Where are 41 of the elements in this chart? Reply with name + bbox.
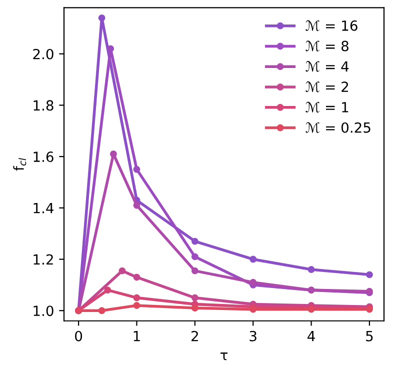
legend-label: ℳ = 0.25 — [306, 122, 370, 134]
point — [191, 304, 198, 312]
x-tick-label: 5 — [366, 331, 373, 342]
y-tick-label: 1.0 — [34, 306, 54, 316]
y-tick-label: 1.6 — [34, 152, 54, 162]
x-tick-label: 3 — [250, 330, 256, 342]
point — [133, 202, 140, 209]
legend-label: ℳ = 4 — [306, 61, 349, 72]
point — [191, 294, 198, 302]
point — [308, 266, 315, 273]
x-tick-label: 4 — [308, 331, 315, 342]
legend-label: ℳ = 2 — [306, 81, 348, 92]
legend-label: ℳ = 8 — [306, 40, 348, 52]
point — [133, 302, 140, 309]
point — [104, 286, 112, 294]
point — [98, 307, 106, 314]
point — [118, 267, 126, 274]
point — [250, 278, 257, 286]
y-axis-title: f$_{cl}$ — [13, 158, 26, 171]
point — [98, 14, 106, 22]
y-tick-label: 1.4 — [34, 203, 54, 214]
point — [133, 274, 140, 281]
x-tick-label: 0 — [75, 330, 82, 342]
point — [191, 267, 198, 274]
y-tick-label: 1.8 — [34, 100, 54, 111]
point — [366, 271, 373, 278]
point — [133, 294, 140, 302]
point — [250, 256, 257, 263]
point — [110, 150, 117, 158]
point — [191, 253, 198, 260]
legend-label: ℳ = 1 — [306, 102, 348, 113]
x-axis-title: τ — [220, 352, 228, 360]
point — [133, 166, 140, 173]
x-tick-label: 1 — [134, 331, 140, 342]
y-tick-label: 2.0 — [33, 48, 54, 60]
x-tick-label: 2 — [192, 330, 198, 342]
y-tick-label: 1.2 — [34, 254, 53, 265]
point — [191, 238, 198, 245]
legend-label: ℳ = 16 — [306, 20, 358, 32]
point — [250, 306, 257, 313]
point — [107, 45, 114, 52]
